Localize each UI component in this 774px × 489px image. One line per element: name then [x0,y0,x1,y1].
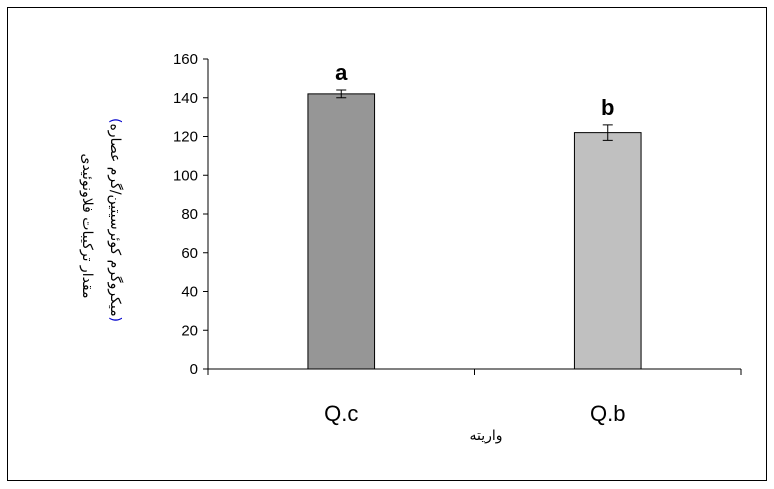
y-axis-title-line2: (میکروگرم کوئرسیتین/گرم عصاره) [107,118,124,322]
y-tick-label: 120 [173,129,198,146]
y-tick-label: 20 [181,322,198,339]
y-axis-title-line1-group: مقدار ترکیبات فلاونوئیدی [79,153,95,298]
chart-bars [307,89,642,370]
x-category-label-1: Q.c [324,401,358,426]
x-category-label-2: Q.b [590,401,625,426]
bar-1 [307,93,376,370]
y-tick-label: 100 [173,167,198,184]
x-axis-title: واریته [469,428,502,444]
y-axis-title-line2-group: (میکروگرم کوئرسیتین/گرم عصاره) [107,118,124,322]
y-tick-label: 40 [181,284,198,301]
y-tick-label: 80 [181,206,198,223]
y-tick-label: 160 [173,51,198,68]
bar-2 [573,132,642,370]
y-tick-label: 60 [181,245,198,262]
y-axis-title-line1: مقدار ترکیبات فلاونوئیدی [79,153,95,298]
significance-letter-2: b [601,95,614,120]
y-axis-title-paren-open: ( [107,118,123,123]
y-axis-title-line2-text: میکروگرم کوئرسیتین/گرم عصاره [107,123,124,316]
y-tick-label: 0 [190,361,198,378]
significance-letter-1: a [335,60,348,85]
chart-labels: 0 20 40 60 80 100 120 140 160 a Q.c b Q.b [173,51,626,426]
y-tick-label: 140 [173,90,198,107]
chart-axes [203,58,742,375]
y-axis-title-paren-close: ) [107,317,123,322]
